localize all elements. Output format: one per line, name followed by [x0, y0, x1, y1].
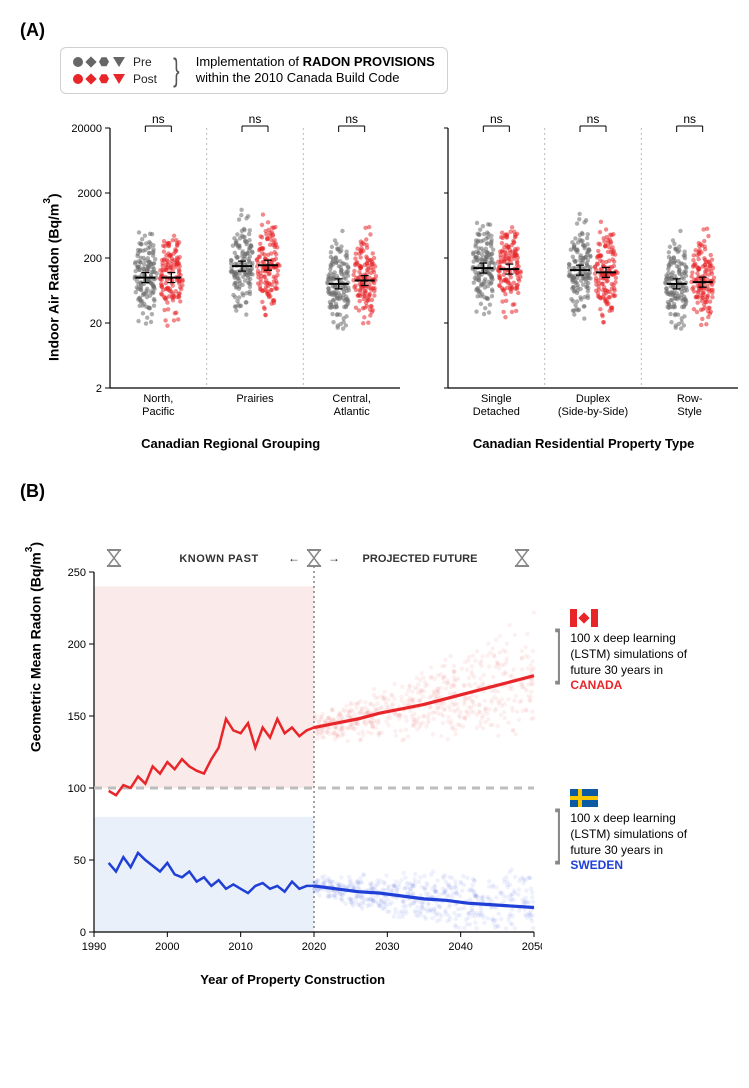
svg-text:ns: ns: [345, 112, 358, 126]
svg-text:2: 2: [96, 383, 102, 395]
svg-text:2010: 2010: [228, 941, 252, 953]
chart-regional: 2 20 200 2000 20000 ns North,Pacific ns Prairies…: [62, 104, 400, 430]
svg-text:100: 100: [67, 783, 85, 795]
svg-text:ns: ns: [683, 112, 696, 126]
svg-text:Atlantic: Atlantic: [333, 406, 370, 418]
svg-text:Central,: Central,: [332, 393, 371, 405]
legend-pre-label: Pre: [133, 55, 152, 69]
svg-text:Pacific: Pacific: [142, 406, 175, 418]
canada-label-block: 100 x deep learning (LSTM) simulations o…: [570, 609, 710, 693]
svg-text:20000: 20000: [71, 123, 102, 135]
svg-text:Style: Style: [677, 406, 701, 418]
legend-post-label: Post: [133, 72, 157, 86]
chart-projection: 0 50 100 150 200 250 1990 2000 2010 2020 2030 2040 2…: [44, 542, 542, 966]
svg-text:Duplex: Duplex: [576, 393, 611, 405]
svg-text:PROJECTED FUTURE: PROJECTED FUTURE: [362, 553, 477, 565]
svg-text:ns: ns: [152, 112, 165, 126]
bracket-icon: ]: [555, 802, 562, 862]
panel-b-ylabel: Geometric Mean Radon (Bq/m3): [20, 542, 44, 752]
svg-text:2000: 2000: [155, 941, 179, 953]
svg-text:KNOWN PAST: KNOWN PAST: [179, 553, 258, 565]
bracket-icon: ]: [555, 622, 562, 682]
svg-text:150: 150: [67, 711, 85, 723]
svg-text:0: 0: [80, 927, 86, 939]
chart-property-type: ns SingleDetached ns Duplex(Side-by-Side) ns…: [430, 104, 738, 430]
legend-pre-row: Pre: [73, 55, 157, 69]
canada-country-label: CANADA: [570, 678, 710, 694]
svg-text:ns: ns: [248, 112, 261, 126]
canada-flag-icon: [570, 609, 598, 627]
svg-text:(Side-by-Side): (Side-by-Side): [558, 406, 628, 418]
svg-text:Single: Single: [481, 393, 512, 405]
svg-text:ns: ns: [490, 112, 503, 126]
svg-text:50: 50: [73, 855, 85, 867]
legend-post-row: Post: [73, 72, 157, 86]
svg-text:←: ←: [288, 551, 300, 565]
svg-text:250: 250: [67, 567, 85, 579]
panel-b-label: (B): [20, 481, 729, 502]
svg-text:Detached: Detached: [472, 406, 519, 418]
svg-text:200: 200: [67, 639, 85, 651]
sweden-flag-icon: [570, 789, 598, 807]
svg-text:200: 200: [83, 253, 101, 265]
svg-text:North,: North,: [143, 393, 173, 405]
legend-brace: }: [173, 56, 179, 84]
svg-text:2050: 2050: [521, 941, 541, 953]
svg-text:Prairies: Prairies: [236, 393, 274, 405]
panel-a-label: (A): [20, 20, 729, 41]
svg-text:2040: 2040: [448, 941, 472, 953]
svg-text:20: 20: [89, 318, 101, 330]
svg-text:→: →: [328, 551, 340, 565]
chart-a1-xlabel: Canadian Regional Grouping: [141, 436, 320, 451]
svg-text:2020: 2020: [301, 941, 325, 953]
chart-a2-xlabel: Canadian Residential Property Type: [473, 436, 695, 451]
sweden-label-block: 100 x deep learning (LSTM) simulations o…: [570, 789, 710, 873]
svg-text:2000: 2000: [77, 188, 101, 200]
sweden-country-label: SWEDEN: [570, 858, 710, 874]
svg-text:2030: 2030: [375, 941, 399, 953]
svg-text:1990: 1990: [81, 941, 105, 953]
legend-box: Pre Post } Implementation of RADON PROVI…: [60, 47, 448, 94]
svg-text:ns: ns: [586, 112, 599, 126]
chart-b-xlabel: Year of Property Construction: [200, 972, 385, 987]
svg-text:Row-: Row-: [676, 393, 702, 405]
panel-a-ylabel: Indoor Air Radon (Bq/m3): [40, 104, 62, 451]
legend-text: Implementation of RADON PROVISIONS withi…: [196, 54, 435, 87]
